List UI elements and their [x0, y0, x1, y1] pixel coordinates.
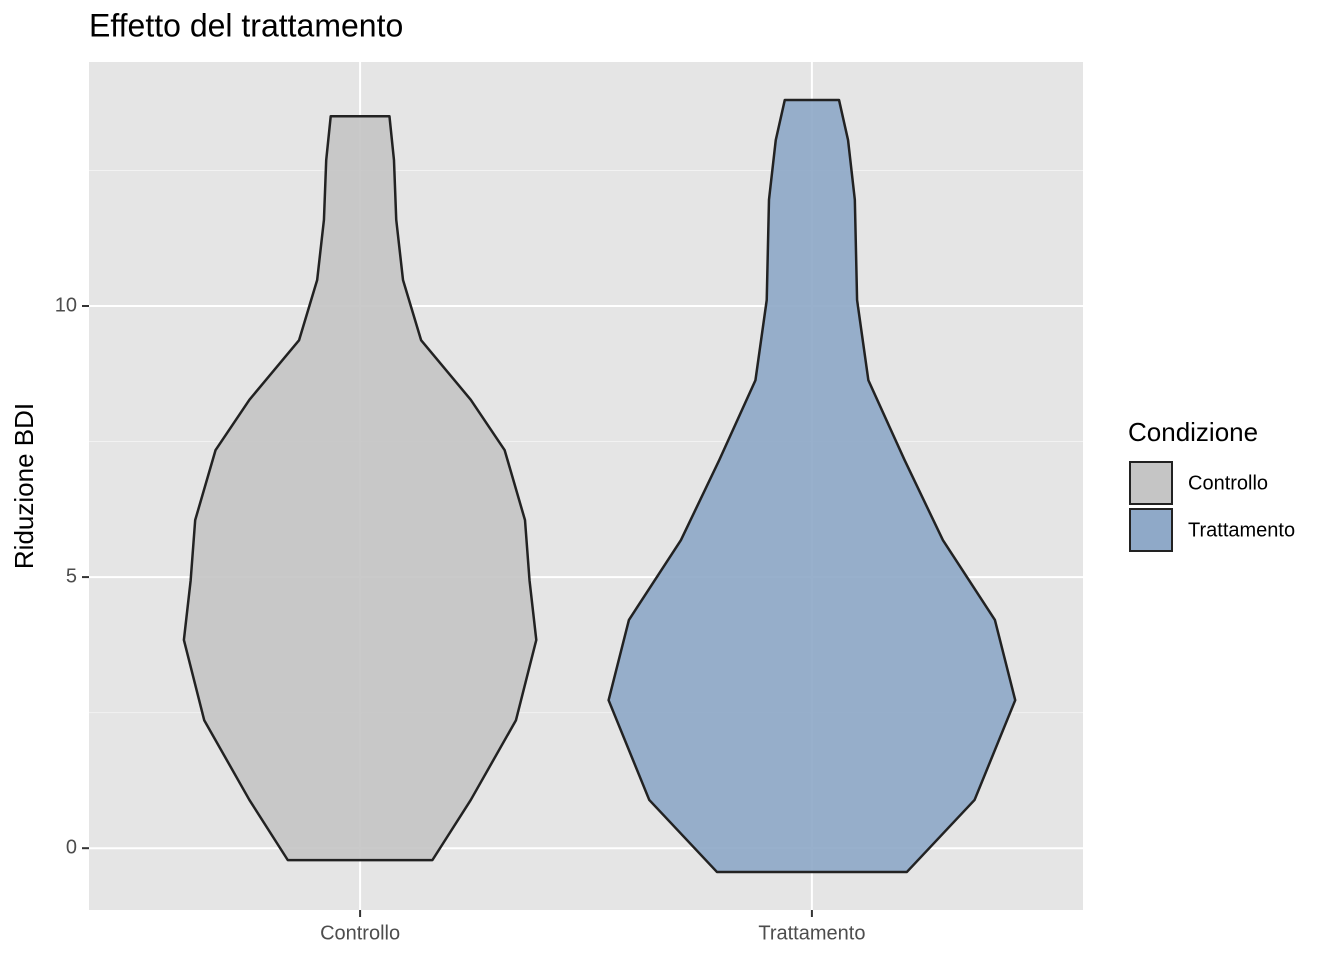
legend-key: [1129, 461, 1173, 505]
y-tick-label: 10: [55, 294, 77, 316]
violin: [607, 98, 1017, 874]
legend-title: Condizione: [1128, 417, 1258, 447]
legend-label: Controllo: [1188, 472, 1268, 494]
y-axis-label: Riduzione BDI: [9, 403, 39, 569]
y-tick-label: 0: [66, 836, 77, 858]
x-tick-label: Controllo: [320, 922, 400, 944]
y-tick-label: 5: [66, 565, 77, 587]
x-tick-label: Trattamento: [758, 922, 865, 944]
violin: [182, 114, 538, 862]
legend-key: [1129, 508, 1173, 552]
legend-label: Trattamento: [1188, 519, 1295, 541]
chart-title: Effetto del trattamento: [89, 7, 403, 43]
